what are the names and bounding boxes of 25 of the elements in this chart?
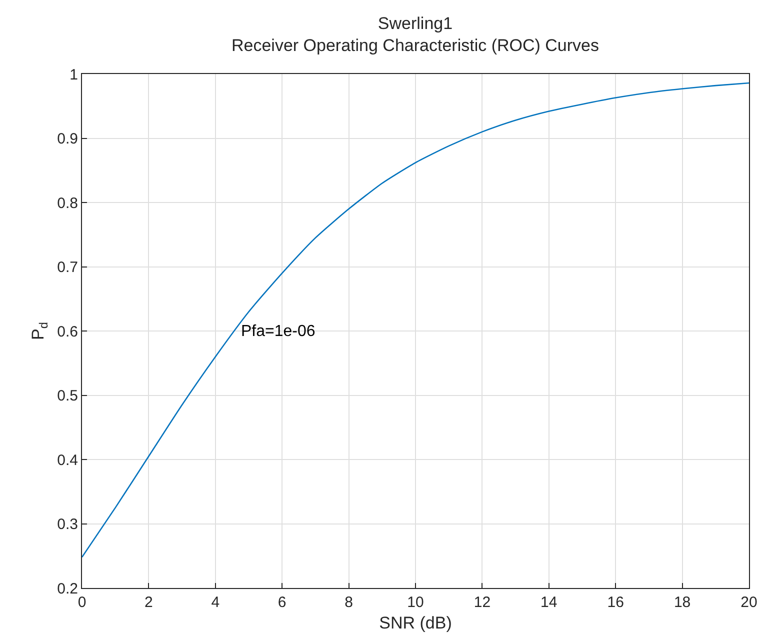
y-tick-label: 0.8 bbox=[57, 194, 78, 212]
y-tick-label: 0.3 bbox=[57, 516, 78, 533]
x-tick-label: 20 bbox=[740, 594, 758, 611]
y-tick-label: 0.9 bbox=[57, 130, 78, 148]
x-tick-label: 16 bbox=[607, 594, 624, 611]
x-tick-label: 0 bbox=[78, 594, 86, 611]
y-tick-label: 0.5 bbox=[57, 388, 78, 404]
x-tick-label: 2 bbox=[144, 594, 153, 611]
x-tick-label: 18 bbox=[674, 594, 691, 611]
y-tick-label: 0.6 bbox=[57, 323, 78, 340]
x-axis-title: SNR (dB) bbox=[379, 613, 452, 632]
chart-subtitle: Receiver Operating Characteristic (ROC) Curves bbox=[232, 36, 600, 55]
y-tick-label: 0.2 bbox=[57, 580, 78, 598]
x-tick-label: 4 bbox=[211, 594, 220, 611]
x-tick-label: 6 bbox=[278, 594, 286, 611]
line-series bbox=[82, 82, 749, 558]
y-tick-label: 0.7 bbox=[57, 259, 78, 276]
chart-title: Swerling1 bbox=[378, 14, 453, 33]
x-tick-label: 14 bbox=[540, 594, 558, 611]
annotation: Pfa=1e-06 bbox=[241, 323, 316, 340]
y-tick-label: 0.4 bbox=[57, 452, 78, 469]
x-tick-label: 10 bbox=[407, 594, 424, 611]
x-tick-label: 12 bbox=[474, 594, 491, 611]
x-tick-label: 8 bbox=[344, 594, 353, 611]
y-tick-label: 1 bbox=[70, 66, 78, 84]
